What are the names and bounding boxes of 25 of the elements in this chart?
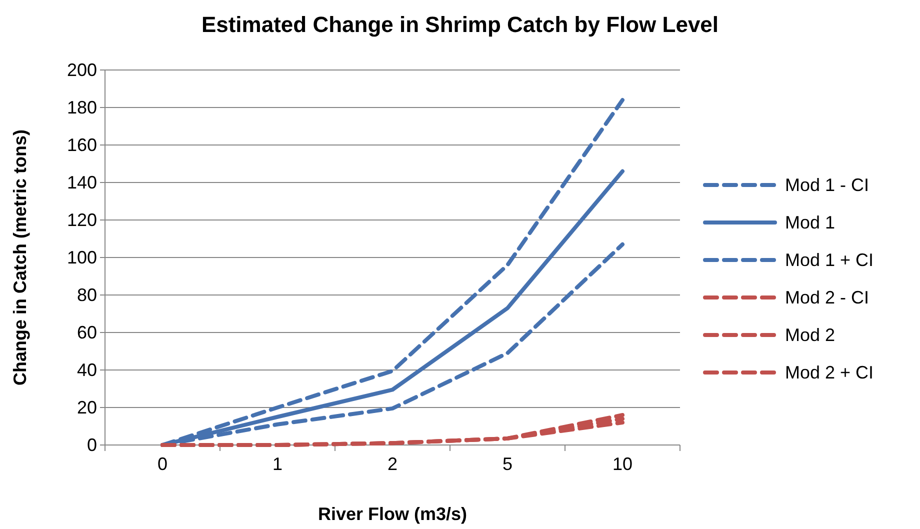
x-axis-title: River Flow (m3/s) (318, 504, 468, 524)
x-tick-label: 10 (612, 454, 633, 474)
legend-label: Mod 1 (785, 212, 836, 232)
y-tick-label: 200 (66, 60, 97, 80)
y-tick-label: 100 (66, 247, 97, 268)
y-tick-label: 60 (76, 322, 97, 342)
x-tick-label: 2 (387, 454, 398, 474)
x-tick-label: 0 (157, 454, 168, 474)
legend-label: Mod 2 + CI (785, 362, 874, 382)
legend-label: Mod 2 - CI (785, 288, 870, 308)
y-tick-label: 0 (86, 434, 97, 455)
legend-label: Mod 1 + CI (785, 250, 874, 270)
y-tick-label: 40 (76, 360, 97, 380)
chart-title: Estimated Change in Shrimp Catch by Flow Level (201, 12, 719, 37)
legend-label: Mod 1 - CI (785, 175, 870, 195)
y-tick-label: 180 (66, 97, 97, 118)
legend-label: Mod 2 (785, 325, 836, 345)
y-tick-label: 20 (76, 397, 97, 418)
y-tick-label: 120 (66, 210, 97, 230)
y-tick-label: 140 (66, 172, 97, 192)
x-tick-label: 1 (272, 454, 283, 474)
y-tick-label: 80 (76, 284, 97, 305)
x-tick-label: 5 (502, 454, 513, 474)
y-tick-label: 160 (66, 134, 97, 155)
y-axis-title: Change in Catch (metric tons) (10, 129, 30, 386)
